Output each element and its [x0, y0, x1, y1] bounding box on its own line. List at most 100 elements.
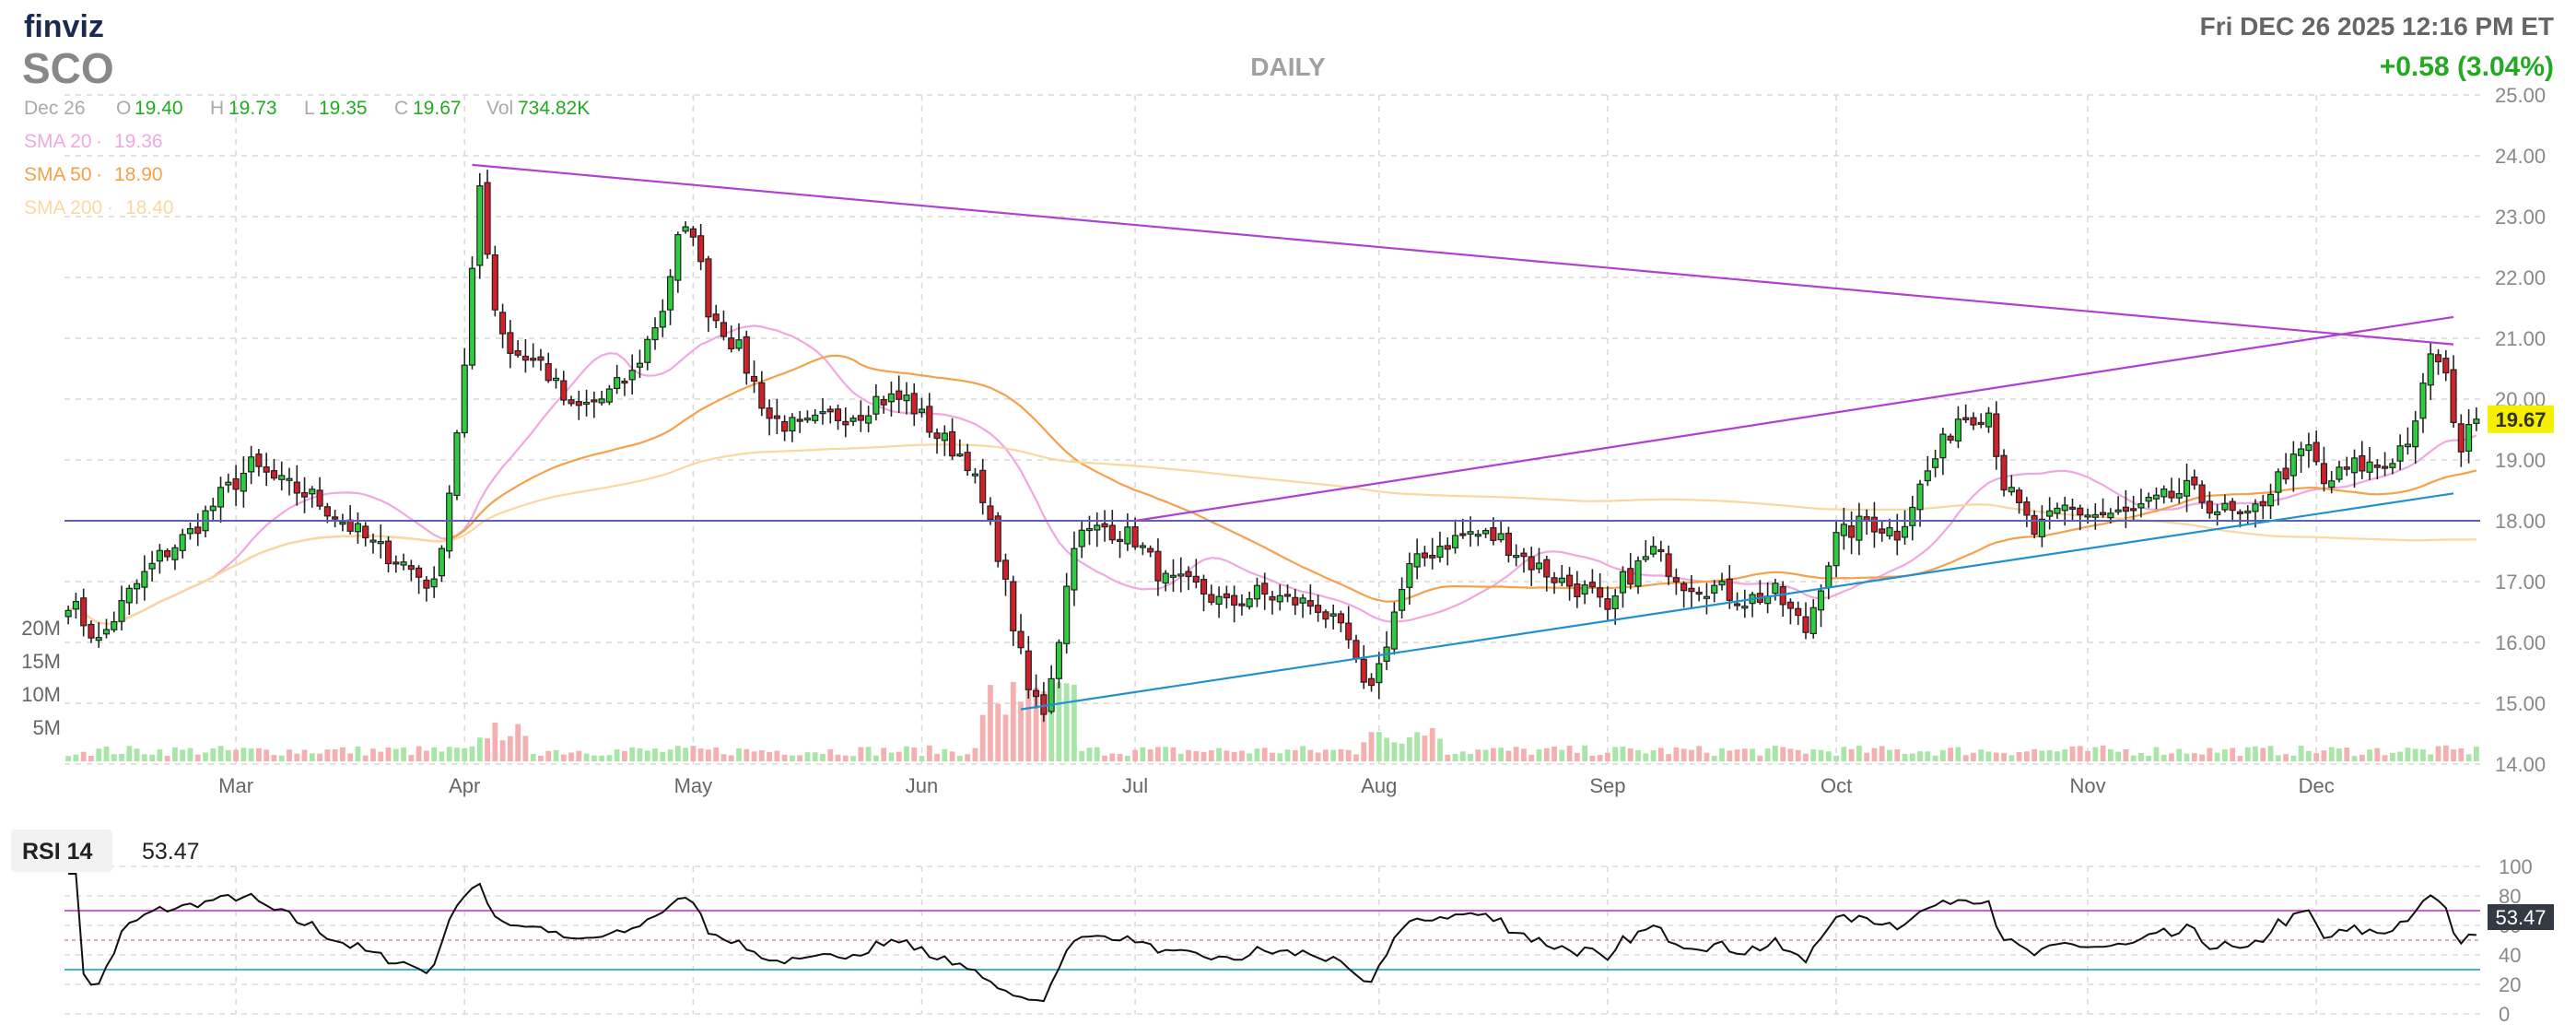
- sma20-sep: ·: [96, 131, 102, 152]
- volume-bar: [1292, 749, 1298, 761]
- svg-text:53.47: 53.47: [2495, 906, 2546, 929]
- volume-bar: [1780, 747, 1786, 761]
- finviz-logo[interactable]: finviz: [24, 9, 104, 44]
- candle-body: [530, 358, 537, 361]
- candle-body: [842, 420, 849, 426]
- volume-bar: [1063, 683, 1070, 761]
- candle-body: [514, 349, 521, 356]
- rsi-line: [68, 873, 2476, 1003]
- candle-body: [682, 226, 689, 232]
- volume-bar: [1490, 748, 1496, 761]
- candle-body: [1528, 556, 1535, 571]
- moving-averages: [67, 324, 2477, 625]
- candle-body: [644, 338, 651, 363]
- volume-bar: [2138, 752, 2144, 761]
- trendline-support: [1020, 492, 2454, 711]
- sma20-line: [67, 324, 2477, 625]
- rsi-label[interactable]: RSI 14: [11, 830, 112, 872]
- volume-bar: [2169, 753, 2174, 761]
- ohlc-volume: 734.82K: [518, 98, 590, 119]
- volume-bar: [2237, 756, 2243, 761]
- volume-bar: [439, 751, 445, 761]
- volume-bar: [1696, 746, 1703, 761]
- volume-bar: [2290, 755, 2297, 761]
- volume-bar: [1177, 753, 1184, 761]
- candle-body: [2336, 466, 2343, 480]
- candle-body: [64, 609, 72, 618]
- candle-body: [689, 228, 697, 238]
- candle-body: [1261, 583, 1269, 595]
- candle-body: [2252, 503, 2259, 512]
- candle-body: [2091, 513, 2099, 518]
- timeframe-label[interactable]: DAILY: [1250, 53, 1326, 81]
- volume-bar: [1673, 747, 1680, 761]
- volume-bar: [499, 740, 506, 761]
- volume-bar: [225, 749, 231, 761]
- candle-body: [1680, 583, 1688, 592]
- candle-body: [1451, 535, 1459, 548]
- candle-body: [1809, 606, 1817, 635]
- candle-body: [926, 406, 933, 433]
- candle-body: [1001, 559, 1010, 580]
- volume-bar: [1680, 748, 1687, 761]
- candle-body: [1825, 565, 1832, 588]
- candle-body: [1399, 588, 1406, 611]
- candle-body: [491, 254, 498, 311]
- candle-body: [1078, 529, 1085, 547]
- candle-body: [209, 505, 217, 512]
- volume-bar: [476, 737, 483, 761]
- candle-body: [1695, 591, 1703, 595]
- volume-bar: [2313, 753, 2320, 761]
- sma50-sep: ·: [96, 164, 102, 185]
- candle-body: [476, 185, 484, 266]
- volume-bar: [2451, 749, 2456, 761]
- volume-bar: [119, 753, 124, 761]
- candle-body: [1376, 663, 1383, 684]
- volume-bar: [1109, 753, 1116, 761]
- candle-body: [1970, 417, 1977, 426]
- volume-bar: [2222, 749, 2228, 761]
- candle-body: [796, 418, 803, 422]
- candle-body: [2465, 423, 2473, 452]
- volume-bar: [1932, 755, 1938, 761]
- volume-bar: [324, 749, 331, 761]
- candle-body: [2221, 502, 2229, 511]
- candle-body: [2350, 457, 2359, 474]
- candle-body: [1703, 595, 1711, 599]
- volume-bar: [538, 755, 544, 761]
- candle-body: [118, 599, 125, 622]
- volume-bar: [1741, 748, 1748, 761]
- candle-body: [666, 276, 674, 311]
- volume-bar: [2428, 754, 2434, 761]
- candle-body: [2054, 507, 2061, 514]
- candle-body: [591, 399, 598, 403]
- volume-bar: [1200, 751, 1207, 761]
- volume-bar: [1117, 753, 1123, 761]
- candle-body: [750, 375, 758, 383]
- sma50-label: SMA 50: [24, 164, 92, 185]
- volume-bar: [751, 751, 757, 761]
- volume-bar: [217, 746, 224, 761]
- volume-bar: [1666, 754, 1672, 761]
- candle-body: [2275, 471, 2282, 493]
- volume-bar: [919, 756, 925, 761]
- date-axis: Mar Apr May Jun Jul Aug Sep Oct Nov Dec: [218, 774, 2335, 797]
- candle-body: [697, 235, 705, 263]
- candle-body: [186, 528, 194, 535]
- volume-bar: [1955, 747, 1961, 761]
- volume-bar: [164, 756, 170, 761]
- volume-bar: [1803, 753, 1809, 761]
- candle-body: [2046, 510, 2054, 517]
- candle-body: [2404, 443, 2412, 448]
- volume-bar: [1079, 750, 1085, 761]
- candle-body: [1513, 555, 1520, 559]
- candle-body: [560, 380, 568, 401]
- trendlines: [64, 163, 2480, 711]
- candle-body: [2282, 467, 2289, 480]
- volume-bar: [576, 750, 582, 761]
- volume-bar: [972, 748, 978, 761]
- candle-body: [2023, 501, 2031, 516]
- price-tick-label: 18.00: [2495, 510, 2546, 533]
- volume-bar: [2298, 745, 2304, 761]
